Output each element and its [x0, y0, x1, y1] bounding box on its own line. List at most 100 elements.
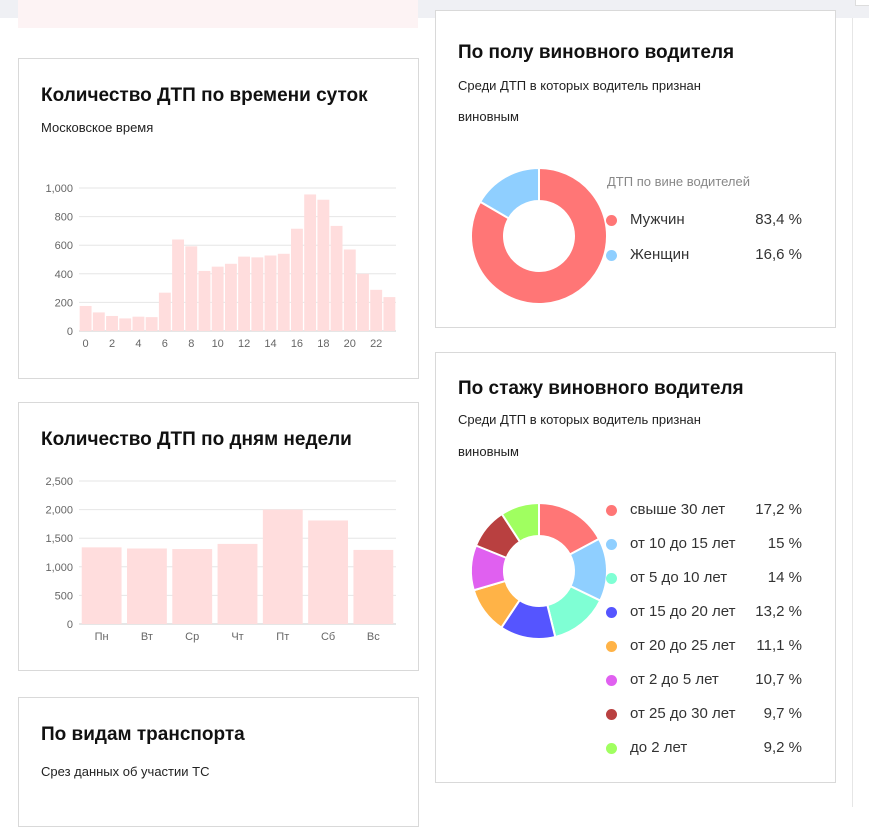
- bar: [277, 253, 290, 331]
- bar: [198, 270, 211, 331]
- bar: [357, 273, 369, 331]
- legend-label: свыше 30 лет: [630, 501, 726, 518]
- x-tick-label: 6: [162, 338, 168, 350]
- legend-value: 16,6 %: [755, 246, 802, 263]
- legend-label: от 15 до 20 лет: [630, 603, 736, 620]
- card-subtitle: Московское время: [41, 120, 154, 135]
- y-tick-label: 1,500: [45, 533, 73, 545]
- y-tick-label: 600: [55, 240, 73, 252]
- legend-item[interactable]: Мужчин 83,4 %: [606, 211, 806, 231]
- donut-slice: [500, 501, 540, 544]
- x-tick-label: 2: [109, 338, 115, 350]
- bar: [172, 239, 185, 331]
- legend-item[interactable]: от 20 до 25 лет 11,1 %: [606, 637, 806, 657]
- legend-label: Женщин: [630, 246, 690, 263]
- legend-dot-icon: [606, 215, 617, 226]
- scrollbar-track[interactable]: [852, 18, 853, 807]
- legend-value: 11,1 %: [756, 637, 802, 654]
- legend-title: ДТП по вине водителей: [607, 174, 751, 189]
- bar: [262, 509, 303, 624]
- bar: [304, 194, 317, 331]
- previous-card: [18, 0, 418, 28]
- legend-item[interactable]: от 5 до 10 лет 14 %: [606, 569, 806, 589]
- x-tick-label: Сб: [321, 631, 335, 643]
- legend-label: до 2 лет: [630, 739, 688, 756]
- legend-item[interactable]: Женщин 16,6 %: [606, 246, 806, 266]
- donut-slice: [470, 166, 608, 305]
- card-title: Количество ДТП по времени суток: [41, 85, 368, 106]
- experience-chart-card: По стажу виновного водителя Среди ДТП в …: [435, 352, 836, 783]
- bar: [119, 318, 132, 331]
- bar: [211, 266, 224, 331]
- legend-value: 83,4 %: [755, 211, 802, 228]
- y-tick-label: 800: [55, 212, 73, 224]
- legend-item[interactable]: от 25 до 30 лет 9,7 %: [606, 705, 806, 725]
- bar: [224, 263, 237, 331]
- card-subtitle: Среди ДТП в которых водитель признан: [458, 412, 701, 427]
- x-tick-label: 0: [83, 338, 89, 350]
- legend-value: 14 %: [767, 569, 802, 586]
- x-tick-label: Пн: [95, 631, 109, 643]
- legend-value: 9,7 %: [763, 705, 802, 722]
- legend-value: 10,7 %: [755, 671, 802, 688]
- bar: [106, 315, 118, 331]
- legend-value: 9,2 %: [763, 739, 802, 756]
- x-tick-label: 16: [291, 338, 303, 350]
- legend-label: Мужчин: [630, 211, 685, 228]
- x-tick-label: Вс: [367, 631, 380, 643]
- legend-dot-icon: [606, 743, 617, 754]
- legend-item[interactable]: свыше 30 лет 17,2 %: [606, 501, 806, 521]
- x-tick-label: 4: [135, 338, 141, 350]
- bar: [81, 547, 122, 624]
- x-tick-label: 12: [238, 338, 250, 350]
- y-tick-label: 1,000: [45, 562, 73, 574]
- legend-label: от 25 до 30 лет: [630, 705, 736, 722]
- bar: [185, 246, 198, 331]
- y-tick-label: 1,000: [45, 183, 73, 195]
- card-title: По видам транспорта: [41, 724, 245, 745]
- y-tick-label: 400: [55, 269, 73, 281]
- x-tick-label: 20: [344, 338, 356, 350]
- y-tick-label: 0: [67, 619, 73, 631]
- legend-dot-icon: [606, 505, 617, 516]
- legend-item[interactable]: от 10 до 15 лет 15 %: [606, 535, 806, 555]
- y-tick-label: 200: [55, 297, 73, 309]
- legend-label: от 10 до 15 лет: [630, 535, 736, 552]
- gender-donut-chart: [470, 166, 608, 305]
- legend-item[interactable]: до 2 лет 9,2 %: [606, 739, 806, 759]
- legend-item[interactable]: от 15 до 20 лет 13,2 %: [606, 603, 806, 623]
- x-tick-label: 22: [370, 338, 382, 350]
- legend-dot-icon: [606, 641, 617, 652]
- legend-dot-icon: [606, 607, 617, 618]
- card-subtitle-cont: виновным: [458, 109, 519, 124]
- experience-donut-chart: [470, 501, 608, 640]
- bar: [317, 199, 330, 331]
- legend-dot-icon: [606, 539, 617, 550]
- legend-value: 15 %: [767, 535, 802, 552]
- card-subtitle-cont: виновным: [458, 444, 519, 459]
- legend-label: от 2 до 5 лет: [630, 671, 719, 688]
- legend-label: от 5 до 10 лет: [630, 569, 728, 586]
- bar: [264, 255, 277, 331]
- card-subtitle: Срез данных об участии ТС: [41, 764, 210, 779]
- bar: [172, 549, 213, 624]
- bar: [238, 256, 251, 331]
- bar: [330, 225, 343, 331]
- y-tick-label: 2,500: [45, 476, 73, 488]
- x-tick-label: Ср: [185, 631, 199, 643]
- card-title: Количество ДТП по дням недели: [41, 429, 352, 450]
- scrollbar-button[interactable]: [855, 0, 869, 6]
- bar: [132, 316, 145, 331]
- bar: [145, 317, 158, 331]
- weekday-chart-card: Количество ДТП по дням недели 0 500 1,000 1…: [18, 402, 419, 671]
- card-title: По стажу виновного водителя: [458, 378, 744, 399]
- legend-dot-icon: [606, 573, 617, 584]
- bar: [217, 543, 258, 624]
- legend-item[interactable]: от 2 до 5 лет 10,7 %: [606, 671, 806, 691]
- x-tick-label: Вт: [141, 631, 153, 643]
- weekday-bar-chart: 0 500 1,000 1,500 2,000 2,500 Пн Вт Ср Чт Пт Сб Вс: [45, 476, 396, 643]
- bar: [308, 520, 348, 624]
- x-tick-label: 18: [317, 338, 329, 350]
- legend-value: 17,2 %: [755, 501, 802, 518]
- legend-label: от 20 до 25 лет: [630, 637, 736, 654]
